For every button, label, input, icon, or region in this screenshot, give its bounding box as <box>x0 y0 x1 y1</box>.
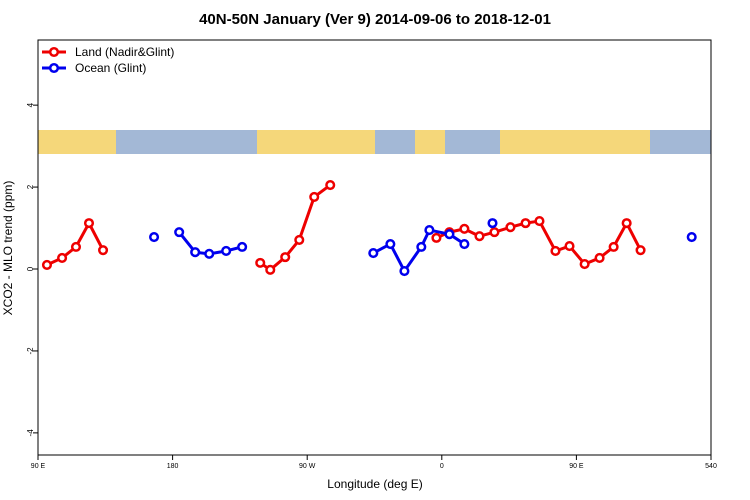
y-tick-label: 0 <box>26 266 35 271</box>
x-axis-label: Longitude (deg E) <box>327 477 422 491</box>
point <box>534 216 545 227</box>
y-tick-label: -4 <box>26 429 35 437</box>
point <box>579 259 590 270</box>
point <box>459 223 470 234</box>
point <box>280 252 291 263</box>
point <box>255 257 266 268</box>
point <box>399 266 410 277</box>
y-tick-label: -2 <box>26 347 35 355</box>
point <box>505 222 516 233</box>
point <box>459 238 470 250</box>
point <box>368 247 379 259</box>
land-band <box>257 130 375 154</box>
x-tick-label: 90 E <box>569 463 584 470</box>
y-axis-label: XCO2 - MLO trend (ppm) <box>1 181 15 316</box>
x-tick-label: 0 <box>440 463 444 470</box>
land-band <box>500 130 650 154</box>
point <box>237 241 248 252</box>
point <box>385 238 396 250</box>
point <box>41 259 53 270</box>
point <box>444 229 455 240</box>
point <box>416 241 427 252</box>
point <box>550 245 561 257</box>
point <box>83 218 95 229</box>
land-band <box>38 130 116 154</box>
point <box>204 248 215 259</box>
point <box>686 232 697 243</box>
point <box>57 252 68 263</box>
x-tick-label: 540 <box>705 463 717 470</box>
plot-frame <box>37 39 712 456</box>
point <box>294 234 305 245</box>
point <box>174 227 185 238</box>
point <box>621 218 632 229</box>
land-band <box>415 130 445 154</box>
legend-label: Land (Nadir&Glint) <box>75 45 174 59</box>
point <box>98 245 109 256</box>
point <box>70 241 82 252</box>
point <box>149 232 160 243</box>
point <box>564 241 575 252</box>
map-band <box>38 130 711 154</box>
x-tick-label: 90 W <box>299 463 316 470</box>
point <box>190 247 201 258</box>
chart-title: 40N-50N January (Ver 9) 2014-09-06 to 20… <box>199 11 551 28</box>
point <box>487 218 498 229</box>
point <box>635 245 646 256</box>
point <box>424 225 435 236</box>
legend-marker <box>48 62 60 74</box>
point <box>325 179 336 191</box>
legend-marker <box>48 46 60 58</box>
point <box>221 245 232 257</box>
x-tick-label: 90 E <box>31 463 46 470</box>
point <box>309 191 320 202</box>
series-line <box>46 183 642 272</box>
legend-label: Ocean (Glint) <box>75 61 146 75</box>
point <box>594 252 605 263</box>
y-tick-label: 2 <box>26 184 35 189</box>
point <box>608 241 619 252</box>
point <box>520 218 531 229</box>
point <box>265 264 276 275</box>
point <box>431 232 442 243</box>
point <box>489 227 500 238</box>
x-tick-label: 180 <box>167 463 179 470</box>
y-tick-label: 4 <box>26 102 35 107</box>
point <box>474 231 485 242</box>
